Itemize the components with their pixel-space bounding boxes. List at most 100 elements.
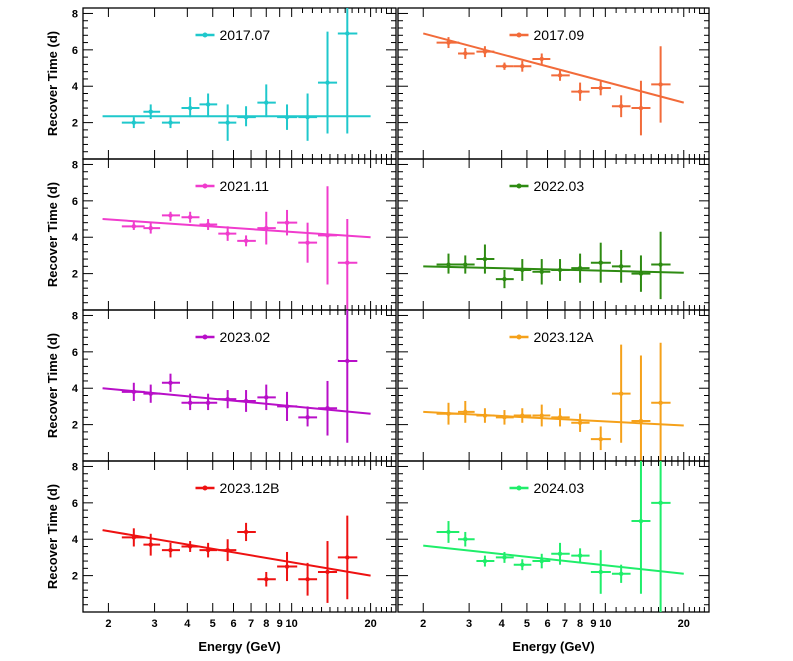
data-point [121,382,145,401]
panel-2017.07: 2 4 6 8 2017.07 [72,7,397,160]
point-marker [618,104,624,109]
legend-marker [202,334,208,340]
data-point [631,255,651,292]
data-point [337,515,358,600]
point-marker [598,85,603,91]
data-point [161,211,180,221]
data-point [277,104,298,130]
data-point [181,393,200,411]
x-tick-label: 9 [590,618,596,630]
data-point [277,391,298,421]
x-tick-label: 20 [678,618,690,630]
data-point [651,461,671,612]
panel-2017.09: 2017.09 [397,7,710,160]
point-marker [638,418,644,424]
panel-2023.12A: 2023.12A [397,309,710,462]
data-point [458,48,475,59]
point-marker [168,380,173,385]
point-marker [502,64,507,69]
point-marker [658,262,663,267]
point-marker [168,547,173,553]
point-marker [520,267,525,273]
data-point [513,60,532,72]
point-marker [557,267,563,273]
data-point [513,259,532,281]
point-marker [305,114,310,120]
point-marker [482,49,488,54]
y-tick-label: 6 [72,347,78,359]
point-marker [243,529,249,535]
data-point [277,551,298,582]
point-marker [557,73,563,78]
data-point [436,402,460,425]
data-point [571,548,590,563]
data-point [143,222,161,234]
x-tick-label: 6 [230,618,236,630]
data-point [161,373,180,392]
plot-frame [82,460,397,613]
point-marker [187,215,193,220]
y-tick-label: 4 [72,232,79,244]
data-point [237,522,256,542]
point-marker [205,547,211,553]
point-marker [225,120,230,125]
point-marker [148,109,153,114]
data-point [298,406,318,427]
data-point [532,259,551,285]
panel-2022.03: 2022.03 [397,158,710,311]
data-point [436,253,460,274]
series-2023.12B [102,515,371,603]
data-point [121,117,145,129]
point-marker [225,547,230,553]
point-marker [264,100,269,105]
data-point [181,211,200,223]
point-marker [264,577,269,582]
series-2024.03 [423,461,684,612]
legend: 2023.12A [509,329,594,345]
point-marker [243,114,249,120]
x-tick-label: 7 [562,618,568,630]
point-marker [520,64,525,69]
data-point [551,69,570,81]
point-marker [243,238,249,244]
x-tick-label: 3 [152,618,158,630]
point-marker [618,391,624,396]
point-marker [345,358,350,364]
data-point [631,355,651,461]
x-tick-label: 2 [420,618,426,630]
data-point [218,390,237,409]
legend-marker [516,485,522,491]
data-point [495,62,514,70]
point-marker [131,535,137,540]
point-marker [168,213,173,218]
point-marker [205,222,211,227]
data-point [571,82,590,101]
data-point [237,106,256,127]
legend: 2021.11 [195,178,269,194]
data-point [476,244,495,274]
data-point [121,528,145,547]
legend-label: 2023.12B [220,480,280,496]
data-point [199,393,218,411]
point-marker [148,225,153,231]
axis-labels: Recover Time (d) Recover Time (d) Recover … [45,31,595,654]
point-marker [446,40,451,45]
y-tick-label: 8 [72,8,78,20]
data-point [257,84,276,118]
data-point [181,541,200,552]
series-2017.09 [422,32,685,136]
point-marker [305,577,310,582]
point-marker [305,415,310,420]
legend-marker [516,183,522,189]
data-point [143,533,161,556]
point-marker [520,413,525,418]
data-point [317,31,338,134]
data-point [551,259,570,281]
data-point [513,408,532,423]
point-marker [243,398,249,404]
x-tick-label: 4 [184,618,191,630]
data-point [277,209,298,236]
point-marker [305,240,310,245]
data-point [458,255,475,274]
data-point [495,269,514,289]
